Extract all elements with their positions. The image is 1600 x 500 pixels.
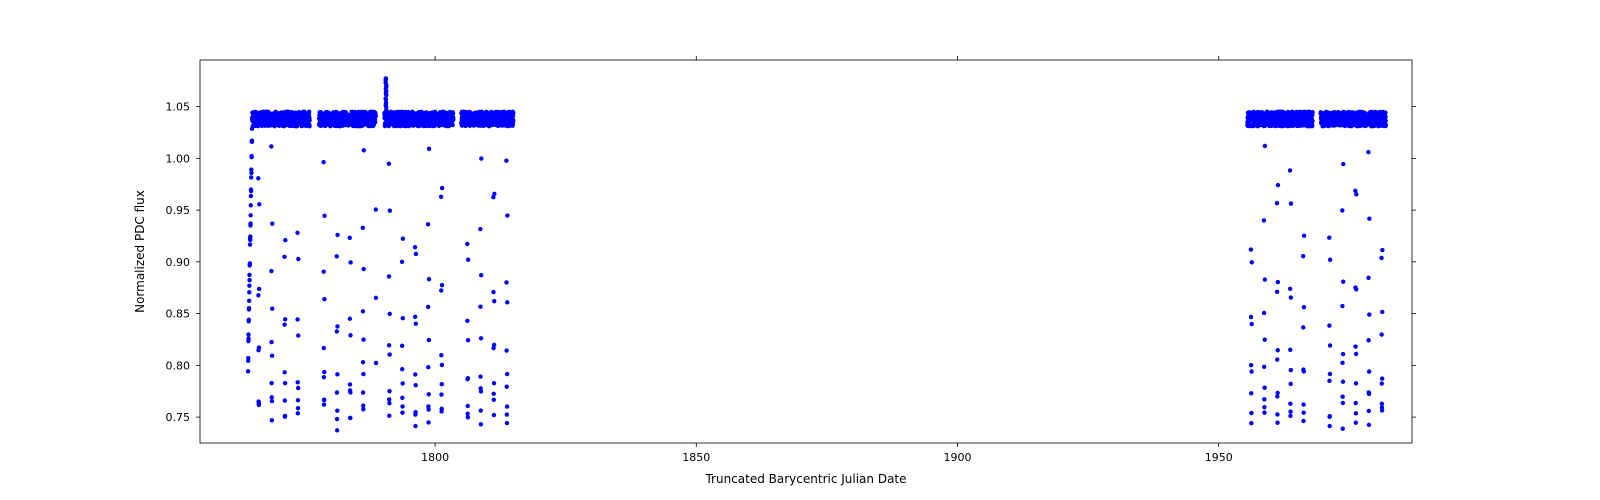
x-axis-label: Truncated Barycentric Julian Date (704, 472, 906, 486)
chart-svg: 1800 1850 1900 1950 0.75 0.80 0.85 0.90 0.95 1.00… (0, 0, 1600, 500)
y-tick-label: 1.00 (166, 152, 191, 165)
y-axis-label: Normalized PDC flux (133, 190, 147, 313)
x-tick-label: 1850 (682, 451, 710, 464)
y-tick-label: 0.90 (166, 256, 191, 269)
y-tick-label: 1.05 (166, 101, 191, 114)
x-tick-label: 1800 (421, 451, 449, 464)
scatter-chart: 1800 1850 1900 1950 0.75 0.80 0.85 0.90 0.95 1.00… (0, 0, 1600, 500)
y-tick-label: 0.85 (166, 308, 191, 321)
y-tick-label: 0.75 (166, 411, 191, 424)
y-tick-label: 0.80 (166, 359, 191, 372)
y-tick-label: 0.95 (166, 204, 191, 217)
x-tick-label: 1950 (1205, 451, 1233, 464)
x-tick-label: 1900 (944, 451, 972, 464)
